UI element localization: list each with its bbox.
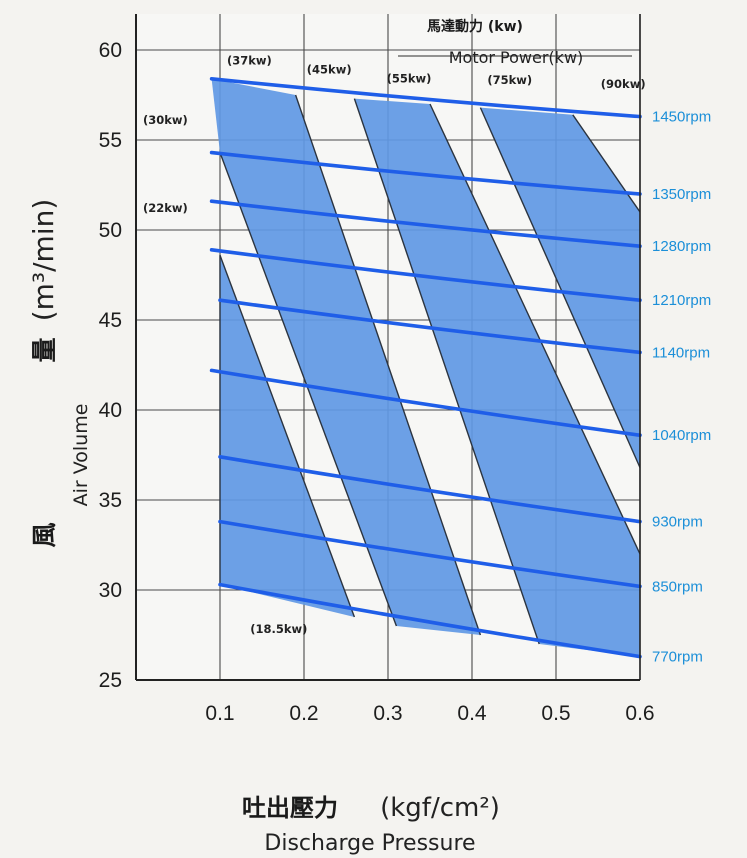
- y-tick-label: 35: [99, 489, 122, 512]
- y-tick-label: 60: [99, 39, 122, 62]
- x-tick-label: 0.4: [457, 702, 487, 725]
- kw-label: (75kw): [487, 73, 532, 87]
- y-label-zh-2: 量: [30, 337, 59, 362]
- y-tick-label: 45: [99, 309, 122, 332]
- rpm-label: 1210rpm: [652, 292, 711, 309]
- rpm-labels: 770rpm 850rpm 930rpm 1040rpm 1140rpm 1210rpm 1…: [652, 109, 711, 666]
- x-tick-label: 0.6: [625, 702, 654, 725]
- kw-label: (90kw): [601, 77, 646, 91]
- speed-curve: [218, 455, 642, 524]
- power-line: [572, 114, 641, 213]
- x-label-en: Discharge Pressure: [264, 831, 475, 856]
- speed-curve: [209, 248, 642, 302]
- y-label-zh-1: 風: [30, 522, 59, 547]
- x-label-unit: (kgf/cm²): [380, 793, 500, 823]
- rpm-label: 1040rpm: [652, 427, 711, 444]
- y-tick-label: 40: [99, 399, 122, 422]
- title-en: Motor Power(kw): [449, 48, 584, 67]
- x-tick-label: 0.5: [541, 702, 570, 725]
- kw-label: (18.5kw): [250, 622, 307, 636]
- speed-curve: [218, 582, 642, 659]
- kw-label: (45kw): [307, 62, 352, 76]
- kw-label: (30kw): [143, 113, 188, 127]
- y-tick-label: 25: [99, 669, 122, 692]
- rpm-label: 930rpm: [652, 514, 703, 531]
- x-tick-label: 0.2: [289, 702, 318, 725]
- speed-curve: [209, 150, 642, 196]
- x-tick-labels: 0.1 0.2 0.3 0.4 0.5 0.6: [205, 702, 654, 725]
- speed-curve: [218, 519, 642, 589]
- title-zh: 馬達動力 (kw): [427, 18, 523, 35]
- power-line: [353, 98, 540, 645]
- power-line: [294, 94, 482, 636]
- rpm-label: 770rpm: [652, 649, 703, 666]
- speed-curve: [218, 298, 642, 355]
- speed-curve: [209, 368, 642, 437]
- rpm-label: 850rpm: [652, 578, 703, 595]
- power-band: [211, 78, 481, 636]
- x-tick-label: 0.1: [205, 702, 234, 725]
- y-tick-label: 30: [99, 579, 122, 602]
- speed-curve: [209, 77, 642, 119]
- rpm-label: 1280rpm: [652, 238, 711, 255]
- y-label-en: Air Volume: [70, 404, 92, 507]
- kw-label: (55kw): [387, 71, 432, 85]
- x-tick-label: 0.3: [373, 702, 402, 725]
- power-line: [219, 254, 356, 618]
- x-label-zh: 吐出壓力: [242, 794, 338, 822]
- y-axis-label: 量 風 (m³/min) Air Volume: [27, 199, 92, 548]
- kw-labels: (18.5kw) (22kw) (30kw) (37kw) (45kw) (55kw) (7…: [143, 53, 646, 636]
- power-band: [354, 98, 640, 657]
- plot-frame: [135, 14, 641, 681]
- rpm-label: 1350rpm: [652, 186, 711, 203]
- y-tick-label: 50: [99, 219, 122, 242]
- rpm-label: 1140rpm: [652, 344, 710, 361]
- kw-label: (37kw): [227, 53, 272, 67]
- rpm-label: 1450rpm: [652, 109, 711, 126]
- y-tick-label: 55: [99, 129, 122, 152]
- y-label-unit: (m³/min): [27, 199, 60, 322]
- kw-label: (22kw): [143, 201, 188, 215]
- speed-curve: [209, 199, 642, 248]
- power-line: [479, 107, 641, 468]
- speed-curves: [209, 77, 642, 659]
- y-tick-labels: 25 30 35 40 45 50 55 60: [99, 39, 122, 692]
